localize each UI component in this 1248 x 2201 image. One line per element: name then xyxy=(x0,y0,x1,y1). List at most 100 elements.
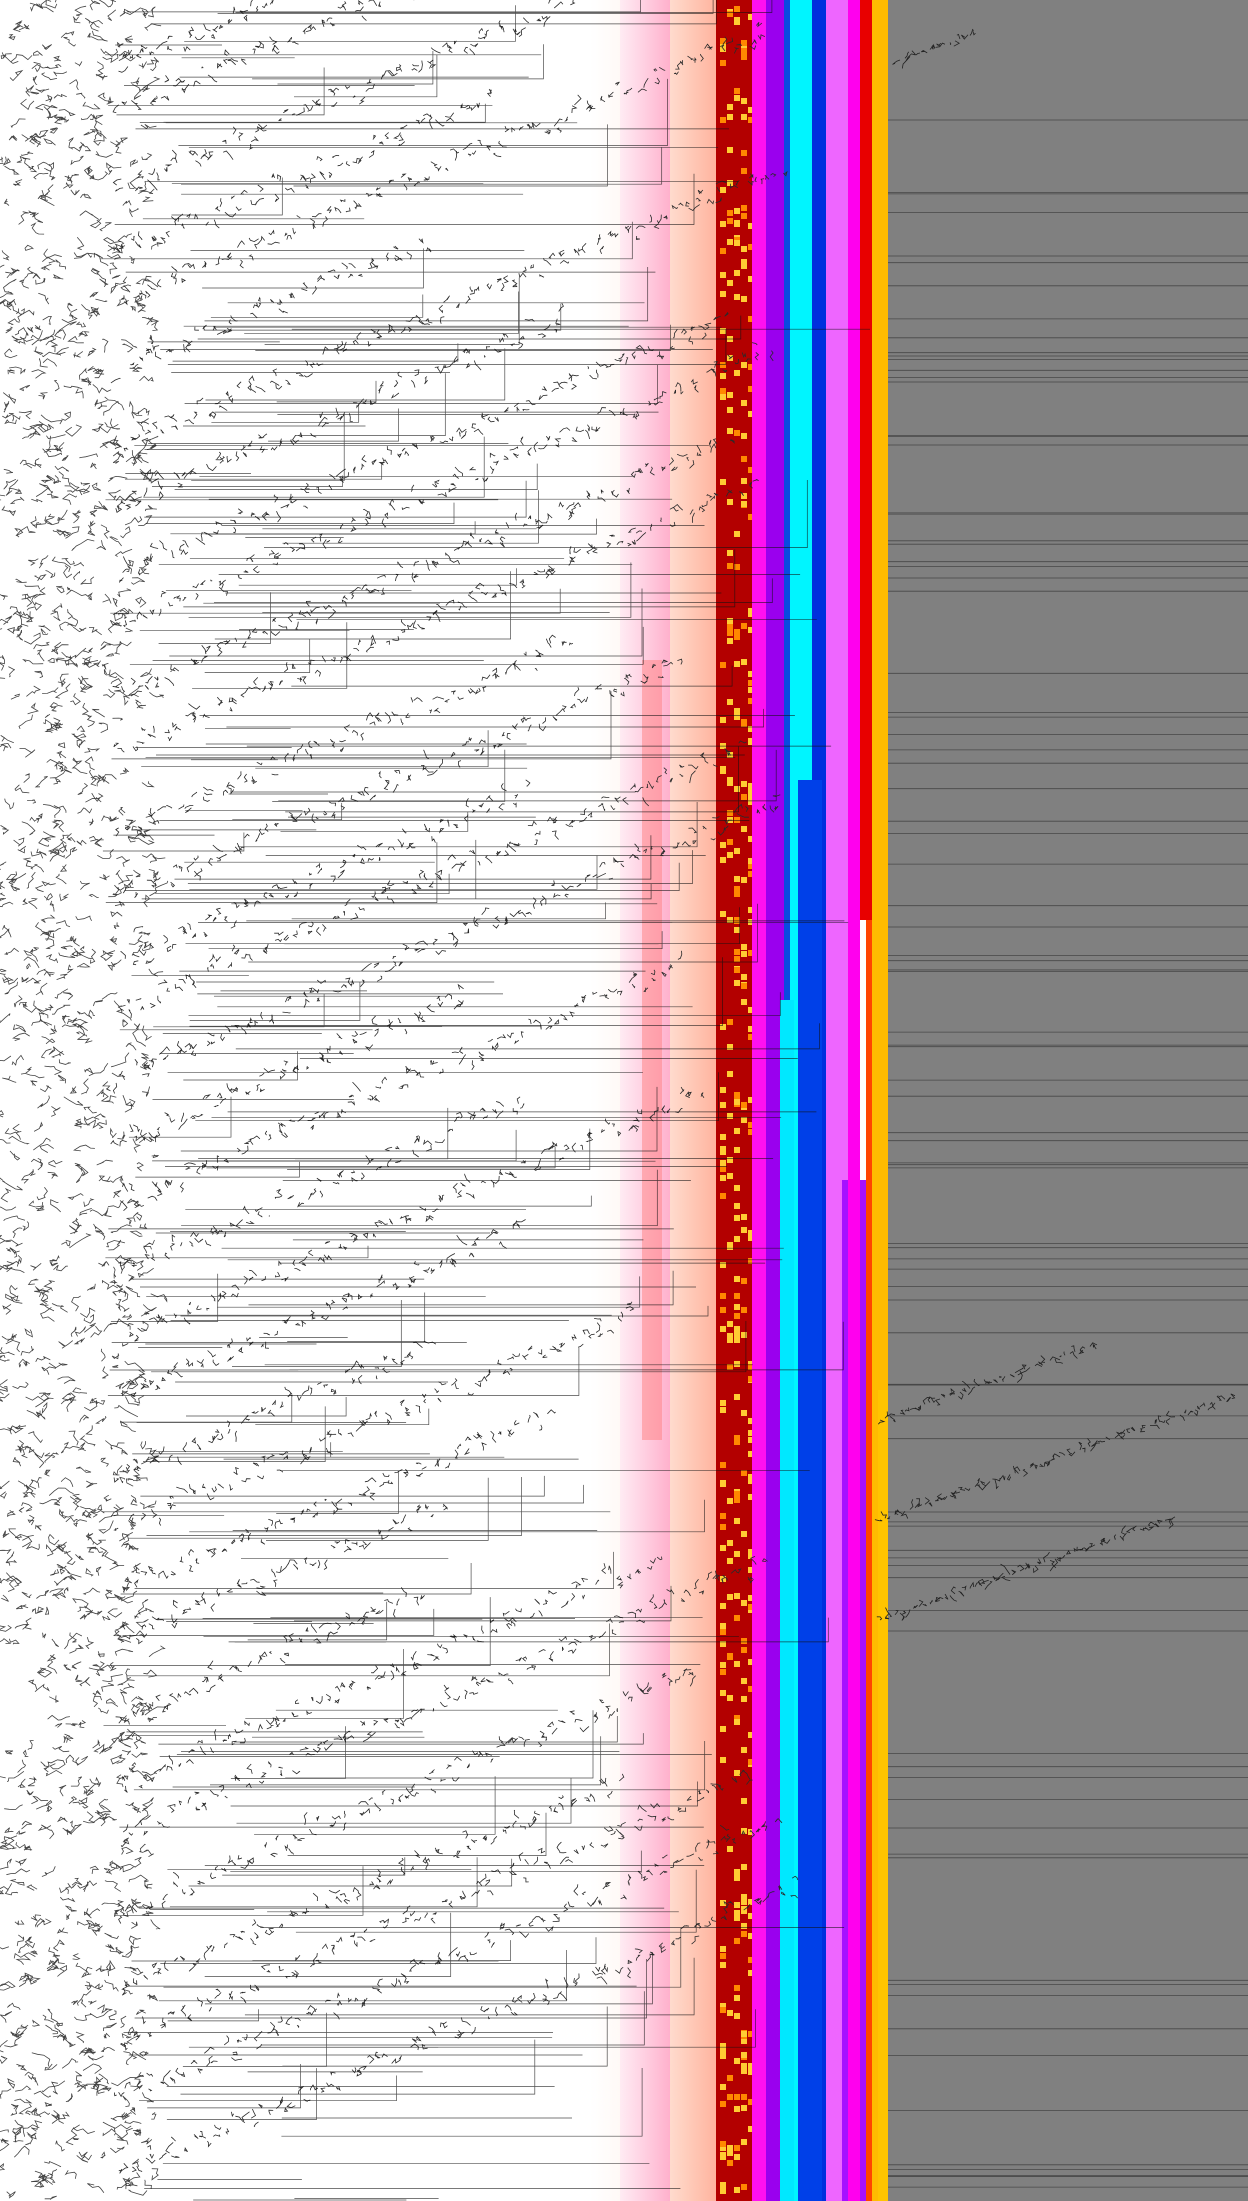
speckle xyxy=(734,1293,740,1299)
step-lines xyxy=(100,0,870,2201)
speckle xyxy=(734,848,740,854)
speckle xyxy=(720,1545,726,1551)
speckle xyxy=(727,392,733,398)
speckle xyxy=(748,1122,754,1128)
speckle xyxy=(748,1829,754,1835)
speckle xyxy=(734,2187,740,2193)
speckle xyxy=(734,2058,740,2064)
speckle xyxy=(720,1024,726,1030)
speckle xyxy=(720,291,726,297)
frond xyxy=(112,0,576,192)
speckle xyxy=(734,370,740,376)
speckle xyxy=(741,493,747,499)
speckle xyxy=(727,1594,733,1600)
speckle xyxy=(727,210,733,216)
speckle xyxy=(720,1102,726,1108)
speckle xyxy=(727,1846,733,1852)
speckle xyxy=(727,624,733,630)
speckle xyxy=(741,150,747,156)
speckle xyxy=(741,296,747,302)
speckle xyxy=(720,842,726,848)
speckle xyxy=(741,478,747,484)
speckle xyxy=(741,1638,747,1644)
speckle xyxy=(720,1690,726,1696)
speckle xyxy=(748,411,754,417)
speckle xyxy=(734,1875,740,1881)
frond xyxy=(113,478,759,753)
speckle xyxy=(727,2094,733,2100)
speckle xyxy=(748,1957,754,1963)
speckle xyxy=(727,1044,733,1050)
speckle xyxy=(734,1236,740,1242)
speckle xyxy=(748,738,754,744)
speckle xyxy=(741,2139,747,2145)
speckle xyxy=(741,1894,747,1900)
speckle xyxy=(748,514,754,520)
speckle xyxy=(748,687,754,693)
speckle xyxy=(734,1497,740,1503)
speckle xyxy=(741,1678,747,1684)
speckle xyxy=(741,1798,747,1804)
speckle xyxy=(748,2126,754,2132)
speckle xyxy=(741,623,747,629)
speckle xyxy=(734,1147,740,1153)
speckle xyxy=(734,1215,740,1221)
speckle xyxy=(748,117,754,123)
speckle xyxy=(741,951,747,957)
speckle xyxy=(727,1695,733,1701)
speckle xyxy=(748,1376,754,1382)
speckle xyxy=(748,680,754,686)
speckle xyxy=(734,1715,740,1721)
speckle xyxy=(720,768,726,774)
speckle xyxy=(734,531,740,537)
frond xyxy=(110,238,432,384)
grey-line xyxy=(888,119,1248,2188)
speckle xyxy=(734,95,740,101)
speckle xyxy=(748,1026,754,1032)
speckle xyxy=(741,40,747,46)
speckle xyxy=(741,50,747,56)
speckle xyxy=(734,1313,740,1319)
speckle xyxy=(734,1304,740,1310)
speckle xyxy=(748,1478,754,1484)
speckle xyxy=(720,272,726,278)
speckle xyxy=(741,1696,747,1702)
speckle xyxy=(748,836,754,842)
speckle xyxy=(720,117,726,123)
blue-stripe-lower xyxy=(798,780,822,2201)
speckle xyxy=(727,2160,733,2166)
salmon-inner-strip xyxy=(642,660,662,1440)
speckle xyxy=(748,1007,754,1013)
frond xyxy=(112,794,781,1094)
speckle xyxy=(741,54,747,60)
speckle xyxy=(741,1332,747,1338)
speckle xyxy=(720,1603,726,1609)
speckle xyxy=(727,239,733,245)
speckle xyxy=(741,2094,747,2100)
speckle xyxy=(748,1686,754,1692)
speckle xyxy=(734,708,740,714)
speckle xyxy=(741,501,747,507)
speckle xyxy=(748,1451,754,1457)
scribble-trunk xyxy=(0,0,172,2200)
speckle xyxy=(741,1531,747,1537)
speckle xyxy=(727,280,733,286)
speckle xyxy=(734,1394,740,1400)
speckle xyxy=(720,1400,726,1406)
magenta-stripe-b xyxy=(848,0,860,2201)
speckle xyxy=(720,1326,726,1332)
speckle xyxy=(741,1864,747,1870)
speckle xyxy=(734,980,740,986)
speckle xyxy=(734,1099,740,1105)
speckle xyxy=(741,944,747,950)
trunk-scribble xyxy=(0,0,172,2200)
speckle xyxy=(720,1524,726,1530)
speckle xyxy=(748,1258,754,1264)
speckle xyxy=(720,1307,726,1313)
speckle xyxy=(748,627,754,633)
speckle xyxy=(748,950,754,956)
speckle xyxy=(741,999,747,1005)
speckle xyxy=(741,1102,747,1108)
speckle xyxy=(748,1604,754,1610)
